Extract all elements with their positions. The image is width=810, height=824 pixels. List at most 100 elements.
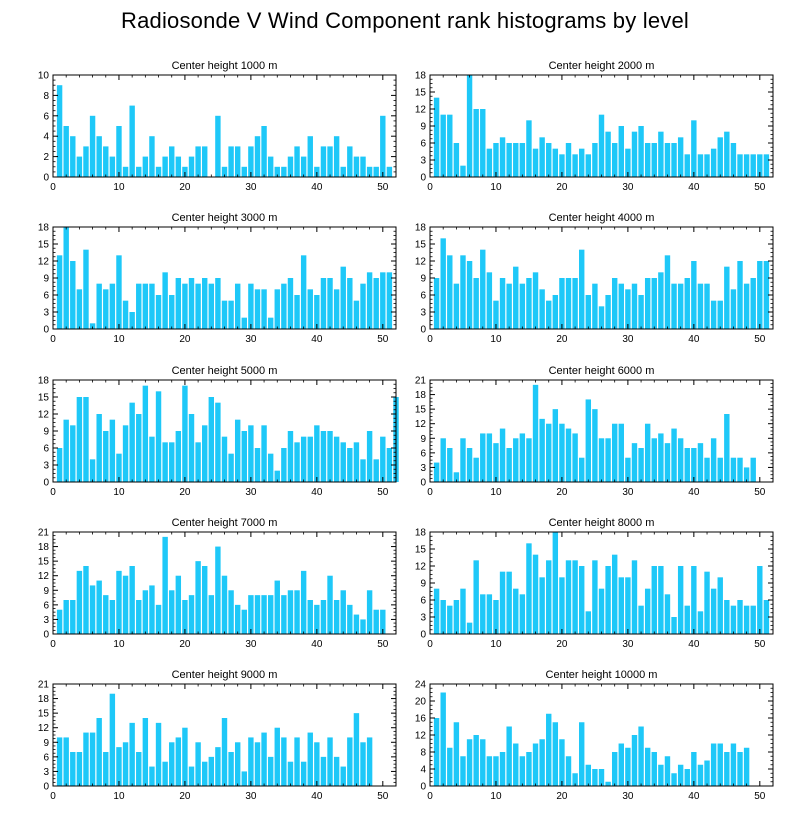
histogram-bar: [737, 154, 743, 177]
y-tick-label: 3: [43, 308, 49, 319]
histogram-bar: [546, 143, 552, 177]
histogram-bar: [651, 278, 657, 329]
x-tick-label: 10: [490, 334, 502, 345]
histogram-panel: Center height 5000 m 0 3 6 9 12 15 18 0 10 20 30 40 5…: [38, 365, 399, 498]
histogram-bar: [155, 391, 162, 482]
histogram-bar: [103, 431, 109, 482]
histogram-bar: [136, 283, 142, 329]
x-tick-label: 30: [245, 182, 257, 193]
histogram-bar: [281, 283, 287, 329]
histogram-bar: [202, 761, 208, 786]
histogram-bar: [327, 431, 333, 482]
histogram-bar: [513, 266, 519, 329]
histogram-bar: [96, 136, 102, 177]
x-tick-label: 0: [427, 639, 433, 650]
histogram-bar: [353, 614, 360, 634]
histogram-bar: [261, 126, 267, 177]
histogram-bar: [294, 442, 300, 482]
histogram-bar: [499, 571, 506, 634]
histogram-bar: [724, 266, 730, 329]
histogram-bar: [103, 289, 109, 329]
histogram-bar: [162, 442, 168, 482]
histogram-bar: [559, 278, 565, 329]
histogram-bar: [347, 737, 353, 786]
histogram-bar: [644, 278, 651, 329]
histogram-bar: [677, 438, 684, 482]
histogram-panel: Center height 4000 m 0 3 6 9 12 15 18 0 10 20 30 40 5…: [415, 212, 774, 345]
histogram-bar: [129, 402, 135, 482]
histogram-bar: [63, 126, 69, 177]
y-tick-label: 6: [420, 291, 426, 302]
histogram-bar: [300, 761, 307, 786]
histogram-panel: Center height 2000 m 0 3 6 9 12 15 18 0 10 20 30 40 5…: [415, 60, 774, 193]
histogram-bar: [552, 295, 559, 329]
histogram-bar: [287, 590, 294, 634]
histogram-bar: [433, 462, 440, 482]
x-tick-label: 20: [179, 334, 191, 345]
histogram-bar: [254, 289, 261, 329]
histogram-bar: [572, 560, 578, 634]
histogram-bar: [234, 283, 241, 329]
histogram-bar: [677, 137, 684, 177]
x-tick-label: 50: [754, 182, 766, 193]
histogram-bar: [579, 249, 585, 329]
histogram-bar: [466, 261, 473, 329]
histogram-bar: [234, 146, 241, 177]
histogram-bar: [202, 425, 208, 482]
histogram-bar: [638, 295, 644, 329]
y-tick-label: 0: [43, 782, 49, 793]
y-tick-label: 0: [420, 173, 426, 184]
x-tick-label: 40: [688, 334, 700, 345]
y-tick-label: 12: [415, 731, 427, 742]
histogram-bar: [499, 428, 506, 482]
histogram-bar: [638, 448, 644, 482]
histogram-bar: [664, 143, 671, 177]
histogram-bar: [644, 423, 651, 482]
histogram-bar: [486, 272, 493, 329]
histogram-bar: [480, 433, 486, 482]
histogram-bar: [327, 146, 333, 177]
histogram-bar: [241, 166, 247, 177]
histogram-bar: [76, 570, 83, 634]
histogram-bar: [103, 595, 109, 634]
histogram-bar: [513, 438, 519, 482]
x-tick-label: 30: [245, 487, 257, 498]
histogram-bar: [287, 278, 294, 329]
y-tick-label: 3: [420, 156, 426, 167]
histogram-bar: [83, 249, 89, 329]
histogram-bar: [704, 571, 710, 634]
histogram-bar: [162, 536, 168, 634]
x-tick-label: 20: [179, 487, 191, 498]
histogram-bar: [83, 397, 89, 482]
histogram-bar: [109, 156, 116, 177]
histogram-bar: [532, 272, 539, 329]
histogram-bar: [182, 385, 188, 482]
histogram-bar: [697, 443, 704, 482]
x-tick-label: 0: [427, 791, 433, 802]
histogram-bar: [136, 166, 142, 177]
histogram-bar: [480, 739, 486, 786]
histogram-bar: [386, 272, 393, 329]
histogram-bar: [287, 156, 294, 177]
histogram-bar: [327, 278, 333, 329]
histogram-bar: [671, 773, 677, 786]
histogram-bar: [473, 735, 479, 786]
panel-title: Center height 8000 m: [549, 517, 655, 529]
histogram-bar: [460, 438, 466, 482]
histogram-bar: [684, 154, 690, 177]
y-tick-label: 18: [38, 223, 50, 234]
histogram-bar: [433, 718, 440, 786]
histogram-bar: [155, 722, 162, 786]
histogram-bar: [671, 617, 677, 634]
histogram-bar: [175, 575, 182, 634]
histogram-bar: [109, 600, 116, 634]
histogram-bar: [605, 131, 611, 177]
y-tick-label: 18: [38, 376, 50, 387]
histogram-bar: [493, 143, 499, 177]
histogram-bar: [366, 166, 373, 177]
histogram-bar: [506, 283, 512, 329]
histogram-bar: [585, 611, 592, 634]
panel-title: Center height 7000 m: [172, 517, 278, 529]
histogram-panel: Center height 7000 m 0 3 6 9 12 15 18 21 0 10 20 30 4…: [38, 517, 397, 650]
histogram-bar: [103, 752, 109, 786]
